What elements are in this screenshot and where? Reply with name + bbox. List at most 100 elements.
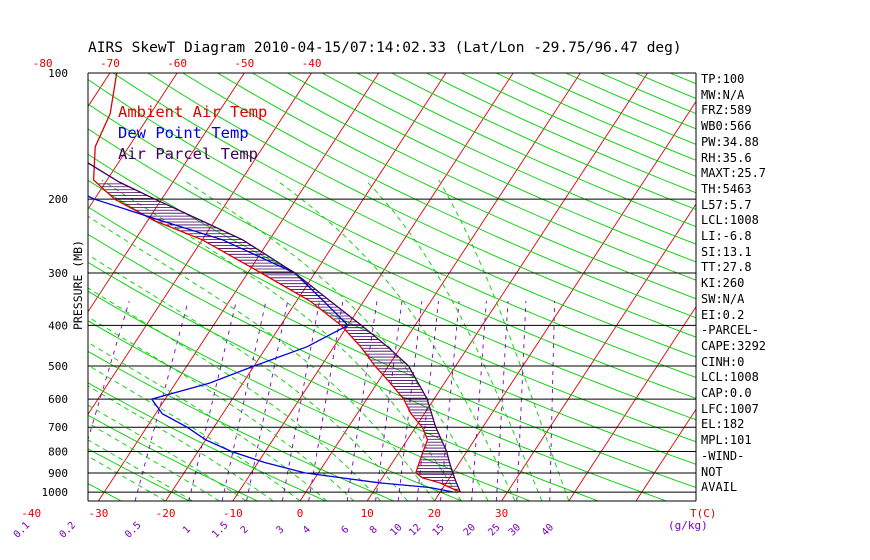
mixing-ratio-line — [516, 301, 527, 501]
stat-line: RH:35.6 — [701, 150, 752, 165]
isotherm-line — [88, 73, 245, 313]
series-line-ambient-air-temp — [92, 73, 461, 493]
moist-adiabat-line — [88, 287, 381, 501]
dry-adiabat-line — [391, 73, 696, 211]
mixing-ratio-line — [221, 300, 267, 501]
isotherm-line — [299, 73, 581, 501]
temperature-tick-label: -10 — [223, 507, 243, 520]
dry-adiabat-line — [182, 73, 696, 319]
mixing-ratio-tick-label: 1.5 — [210, 520, 231, 541]
stat-line: EI:0.2 — [701, 307, 745, 322]
pressure-tick-label: 600 — [48, 393, 68, 406]
isotherm-line — [635, 408, 696, 501]
legend: Ambient Air Temp Dew Point Temp Air Parc… — [118, 103, 267, 163]
dry-adiabat-line — [88, 261, 599, 501]
dry-adiabat-line — [0, 73, 53, 501]
dry-adiabat-line — [88, 103, 696, 399]
temperature-tick-label: 10 — [361, 507, 374, 520]
stat-line: CAP:0.0 — [701, 386, 752, 400]
pressure-tick-label: 1000 — [42, 486, 69, 499]
temperature-tick-label: -30 — [88, 507, 108, 520]
moist-adiabat-line — [88, 215, 435, 501]
stat-line: LCL:1008 — [701, 370, 759, 385]
y-axis-label: PRESSURE (MB) — [71, 240, 85, 330]
isotherm-line — [568, 305, 696, 501]
mixing-ratio-tick-label: 12 — [407, 522, 423, 538]
mixing-ratio-tick-label: 40 — [540, 522, 556, 538]
temperature-tick-label: 20 — [428, 507, 441, 520]
mixing-ratio-tick-label: 8 — [368, 524, 380, 536]
dry-adiabat-line — [426, 73, 696, 194]
dry-adiabat-line — [88, 128, 696, 421]
temperature-tick-label: -40 — [21, 507, 41, 520]
mixing-ratio-line — [281, 300, 320, 501]
mixing-ratio-tick-label: 1 — [181, 524, 193, 536]
stat-line: FRZ:589 — [701, 103, 752, 118]
mixing-ratio-tick-label: 20 — [462, 522, 478, 538]
mixing-ratio-line — [471, 300, 487, 501]
dry-adiabat-line — [88, 448, 190, 501]
stat-line: CINH:0 — [701, 354, 745, 369]
stat-line: NOT — [701, 464, 723, 479]
pressure-tick-label: 400 — [48, 319, 68, 332]
mixing-ratio-tick-label: 0.1 — [12, 520, 33, 541]
dry-adiabat-line — [287, 73, 696, 263]
isotherm-line — [0, 73, 43, 501]
dry-adiabat-line — [88, 350, 395, 501]
temperature-tick-label: -20 — [156, 507, 176, 520]
moist-adiabat-line — [88, 364, 301, 501]
dry-adiabat-line — [112, 73, 696, 358]
stat-line: MAXT:25.7 — [701, 166, 767, 181]
mixing-ratio-tick-label: 4 — [301, 524, 313, 536]
dry-adiabat-line — [88, 320, 463, 501]
stat-line: MPL:101 — [701, 433, 752, 448]
stat-line: L57:5.7 — [701, 197, 752, 212]
mixing-ratio-line — [375, 300, 403, 501]
legend-ambient-air-temp: Ambient Air Temp — [118, 103, 267, 121]
dry-adiabat-line — [252, 73, 696, 281]
top-temperature-tick-label: -40 — [302, 57, 322, 70]
stat-line: KI:260 — [701, 276, 745, 291]
mixing-ratio-tick-label: 15 — [431, 522, 447, 538]
stat-line: SI:13.1 — [701, 244, 752, 259]
stat-line: LI:-6.8 — [701, 229, 752, 243]
stat-line: -PARCEL- — [701, 323, 759, 338]
legend-air-parcel-temp: Air Parcel Temp — [118, 145, 258, 163]
mixing-ratio-tick-label: 0.5 — [123, 520, 144, 541]
stat-line: PW:34.88 — [701, 134, 759, 149]
isotherm-line — [501, 203, 696, 501]
mixing-ratio-line — [308, 300, 344, 501]
mixing-ratio-line — [188, 300, 237, 501]
stat-line: CAPE:3292 — [701, 338, 767, 353]
dry-adiabat-line — [147, 73, 696, 338]
mixing-ratio-tick-label: 25 — [486, 522, 502, 538]
moist-adiabat-line — [88, 385, 274, 501]
mixing-ratio-line — [495, 301, 509, 501]
isotherm-line — [434, 100, 696, 501]
dry-adiabat-line — [88, 483, 122, 501]
dry-adiabat-line — [88, 179, 696, 465]
isotherm-line — [88, 73, 312, 416]
mixing-ratio-tick-label: 2 — [239, 524, 251, 536]
isotherm-line — [88, 73, 178, 210]
stat-line: EL:182 — [701, 417, 745, 432]
moist-adiabat-line — [88, 316, 355, 501]
moist-adiabat-line — [88, 455, 166, 501]
mixing-ratio-tick-label: 30 — [507, 522, 523, 538]
dry-adiabat-line — [356, 73, 696, 228]
legend-dew-point-temp: Dew Point Temp — [118, 124, 249, 142]
stat-line: TT:27.8 — [701, 260, 752, 275]
dry-adiabat-line — [88, 206, 696, 489]
stat-line: SW:N/A — [701, 291, 745, 306]
dry-adiabat-line — [88, 78, 696, 378]
temperature-unit-label: T(C) — [690, 507, 717, 520]
moist-adiabat-line — [88, 254, 408, 501]
isotherm-line — [98, 73, 380, 501]
dry-adiabat-line — [88, 414, 258, 501]
mixing-ratio-line — [549, 301, 556, 501]
moist-adiabat-line — [365, 179, 543, 501]
chart-title: AIRS SkewT Diagram 2010-04-15/07:14:02.3… — [88, 40, 682, 56]
top-temperature-tick-label: -80 — [33, 57, 53, 70]
stat-line: TP:100 — [701, 72, 745, 86]
